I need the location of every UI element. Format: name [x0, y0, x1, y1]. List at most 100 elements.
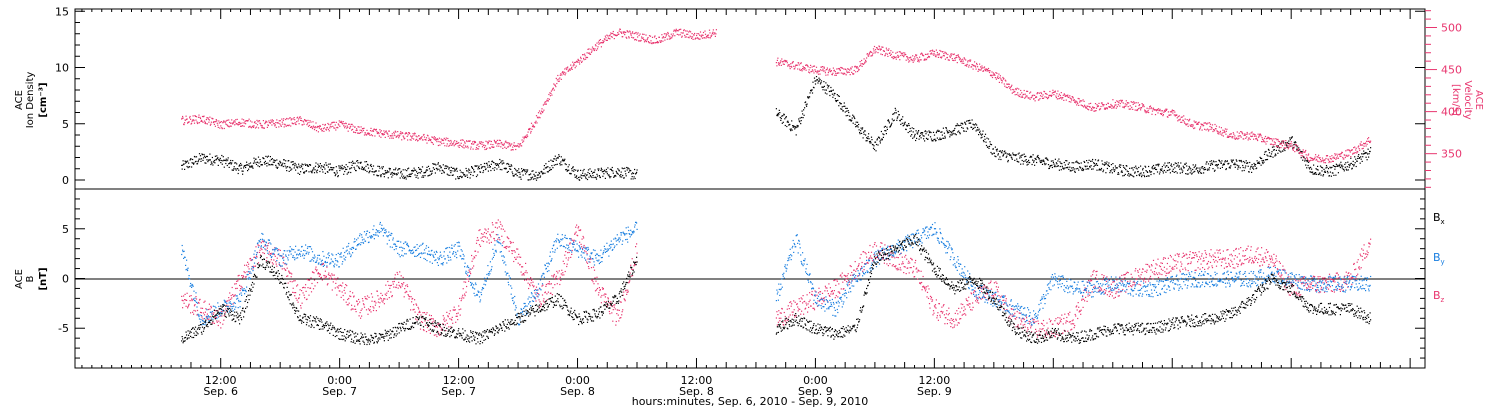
- velocity-point: [1243, 134, 1245, 136]
- velocity-point: [897, 56, 899, 58]
- velocity-point: [808, 71, 810, 73]
- velocity-point: [949, 56, 951, 58]
- velocity-point: [1167, 111, 1169, 113]
- velocity-point: [353, 131, 355, 133]
- ion-density-point: [181, 164, 183, 166]
- ion-density-point: [1297, 149, 1299, 152]
- ion-density-point: [429, 174, 431, 176]
- velocity-point: [1123, 107, 1125, 109]
- ion-density-point: [1127, 171, 1129, 173]
- velocity-point: [1322, 159, 1324, 161]
- velocity-point: [523, 140, 525, 142]
- bz-point: [211, 312, 213, 314]
- velocity-point: [346, 127, 348, 129]
- velocity-point: [1145, 112, 1147, 114]
- velocity-point: [520, 143, 522, 145]
- velocity-point: [401, 132, 403, 134]
- velocity-point: [938, 54, 940, 56]
- ion-density-point: [213, 161, 215, 163]
- ion-density-point: [249, 165, 251, 167]
- ion-density-point: [544, 172, 546, 174]
- ion-density-point: [903, 122, 905, 124]
- velocity-point: [512, 149, 514, 151]
- ion-density-point: [246, 164, 248, 166]
- ion-density-point: [924, 140, 926, 142]
- velocity-point: [1198, 121, 1200, 123]
- velocity-point: [1238, 137, 1240, 139]
- velocity-point: [287, 124, 289, 127]
- velocity-point: [892, 58, 894, 60]
- velocity-point: [590, 48, 592, 50]
- ion-density-point: [576, 177, 578, 180]
- ion-density-point: [965, 130, 967, 132]
- ion-density-point: [608, 175, 610, 177]
- velocity-point: [983, 66, 986, 68]
- velocity-point: [1343, 158, 1345, 160]
- ion-density-point: [1056, 165, 1058, 167]
- velocity-point: [907, 59, 909, 61]
- ion-density-point: [858, 123, 860, 126]
- bz-point: [238, 279, 240, 281]
- velocity-point: [532, 125, 535, 127]
- velocity-point: [877, 52, 879, 54]
- velocity-point: [918, 59, 920, 62]
- ion-density-point: [383, 176, 385, 178]
- ion-density-point: [367, 167, 370, 169]
- ion-density-point: [370, 163, 372, 166]
- velocity-point: [515, 148, 517, 151]
- ion-density-point: [276, 167, 278, 169]
- velocity-point: [598, 43, 600, 45]
- ion-density-point: [869, 142, 871, 144]
- ion-density-point: [1017, 153, 1019, 155]
- velocity-point: [1358, 148, 1360, 150]
- ion-density-point: [1296, 148, 1298, 150]
- velocity-point: [1224, 128, 1226, 130]
- velocity-point: [1318, 154, 1320, 156]
- bz-point: [195, 298, 198, 300]
- velocity-point: [1254, 135, 1256, 137]
- ion-density-point: [1253, 162, 1255, 165]
- velocity-point: [870, 55, 872, 57]
- velocity-point: [974, 65, 976, 67]
- velocity-point: [465, 146, 467, 148]
- velocity-point: [461, 145, 463, 147]
- ion-density-point: [1304, 160, 1306, 162]
- velocity-point: [610, 36, 612, 38]
- bz-point: [266, 247, 268, 249]
- velocity-point: [191, 120, 193, 122]
- ion-density-point: [336, 172, 338, 174]
- velocity-point: [1084, 104, 1086, 106]
- velocity-point: [1370, 140, 1372, 142]
- ion-density-point: [1033, 160, 1035, 162]
- ion-density-point: [230, 159, 232, 162]
- velocity-point: [438, 137, 440, 139]
- velocity-point: [266, 126, 268, 128]
- ion-density-point: [363, 167, 366, 169]
- ion-density-point: [816, 79, 819, 81]
- velocity-point: [450, 141, 452, 143]
- velocity-point: [519, 144, 521, 146]
- ion-density-point: [901, 122, 903, 124]
- ion-density-point: [522, 174, 524, 176]
- velocity-point: [1318, 157, 1321, 159]
- velocity-point: [285, 118, 287, 121]
- ion-density-point: [411, 170, 413, 172]
- velocity-point: [1275, 138, 1277, 140]
- velocity-point: [974, 61, 976, 63]
- ion-density-point: [922, 135, 924, 137]
- velocity-point: [971, 66, 973, 68]
- velocity-point: [1359, 143, 1361, 145]
- velocity-point: [264, 121, 266, 124]
- velocity-point: [501, 144, 503, 146]
- bz-point: [247, 261, 249, 263]
- velocity-point: [1159, 108, 1161, 110]
- velocity-point: [380, 130, 382, 132]
- velocity-point: [282, 123, 284, 125]
- ion-density-point: [324, 172, 326, 174]
- ion-density-point: [1120, 171, 1122, 173]
- ion-density-point: [218, 160, 220, 162]
- ion-density-point: [1353, 164, 1355, 166]
- velocity-point: [530, 132, 532, 134]
- velocity-point: [1151, 110, 1154, 112]
- ion-density-point: [612, 172, 614, 174]
